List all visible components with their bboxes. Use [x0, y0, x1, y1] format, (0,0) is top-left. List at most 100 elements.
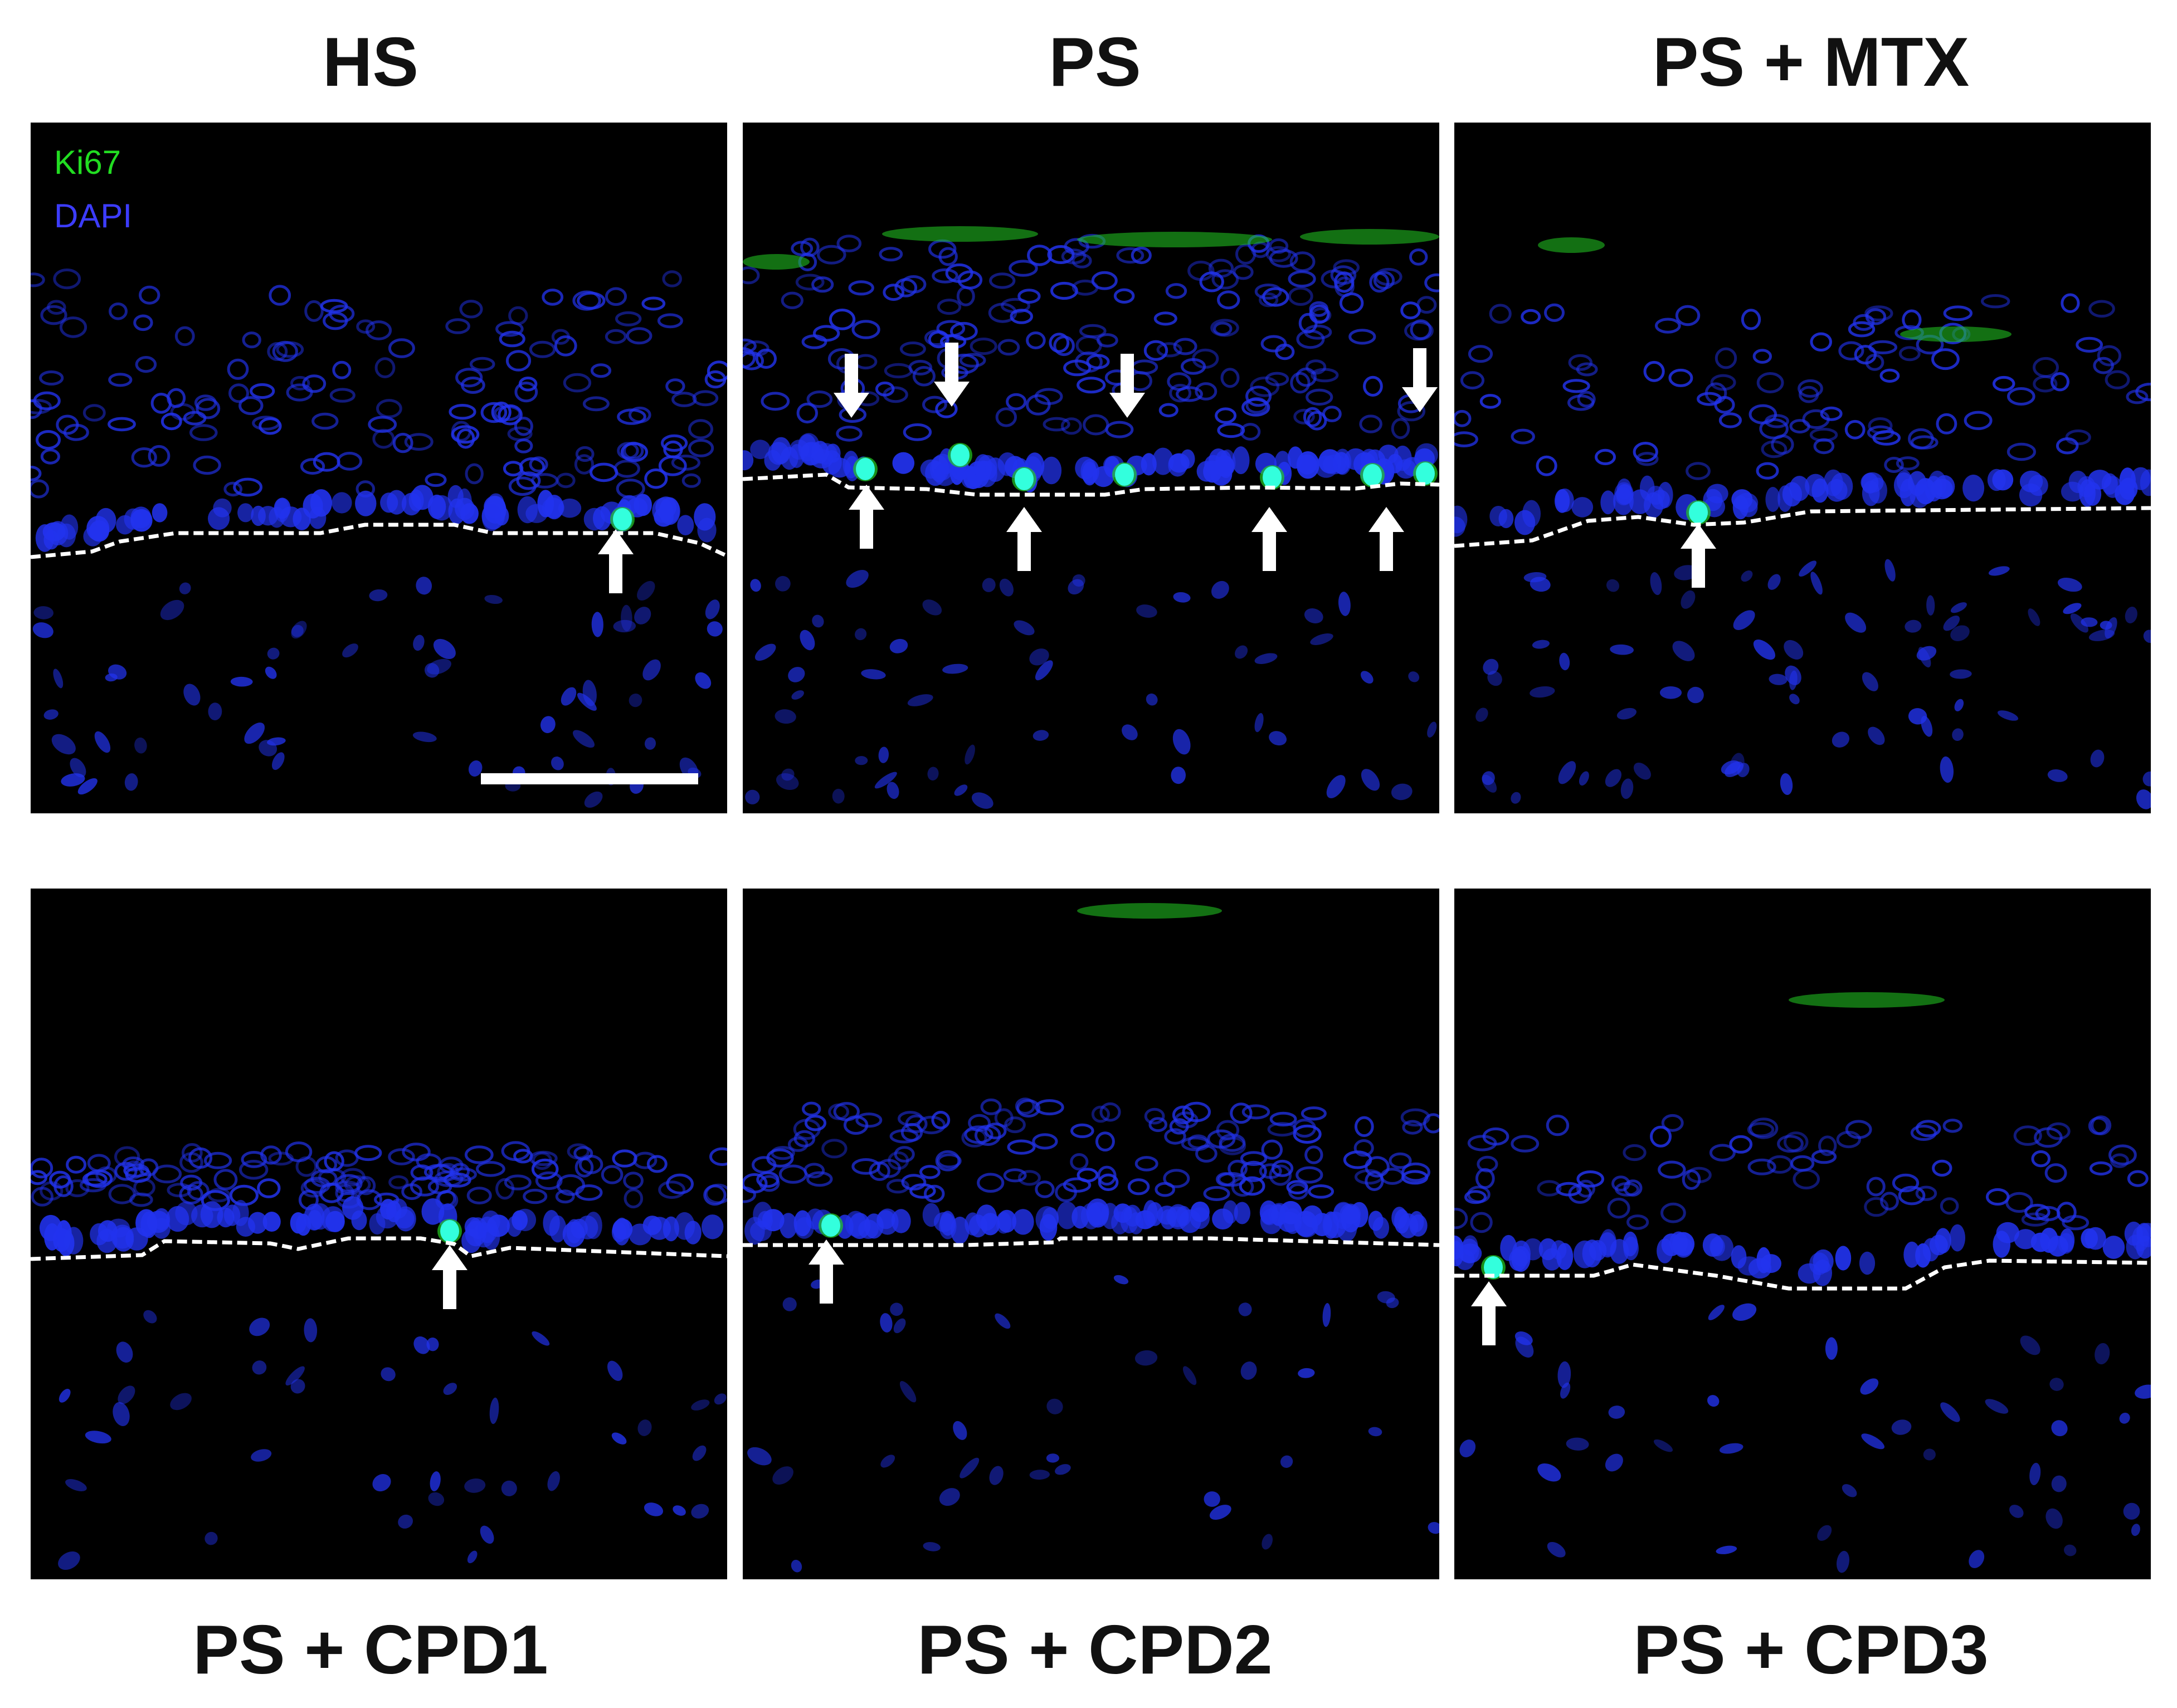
nucleus [1153, 311, 1177, 326]
nucleus [1408, 671, 1420, 682]
nucleus [932, 268, 958, 284]
nucleus [1113, 288, 1135, 304]
nucleus [1537, 1180, 1562, 1197]
nucleus [1296, 1166, 1323, 1184]
nucleus [1043, 417, 1070, 432]
nucleus [53, 1175, 74, 1197]
nucleus [32, 622, 53, 638]
nucleus [633, 1151, 658, 1169]
nucleus [124, 773, 138, 791]
nucleus [1304, 608, 1323, 624]
nucleus [806, 391, 833, 408]
nucleus [1950, 625, 1970, 641]
nucleus [416, 577, 432, 595]
nucleus [1760, 1254, 1781, 1273]
nucleus [1035, 1206, 1059, 1233]
nucleus [2033, 375, 2058, 393]
ki67-positive-nucleus [1263, 466, 1282, 489]
nucleus [495, 321, 524, 337]
nucleus [430, 1471, 441, 1492]
nucleus [2044, 1163, 2067, 1183]
nucleus [1391, 783, 1413, 801]
nucleus [2110, 1153, 2129, 1168]
nucleus [652, 497, 673, 523]
nucleus [1607, 1198, 1630, 1219]
nucleus [1521, 309, 1541, 325]
nucleus [1077, 377, 1106, 394]
nucleus [1314, 455, 1338, 478]
nucleus [1288, 1183, 1308, 1200]
nucleus [1017, 289, 1041, 304]
nucleus [152, 503, 168, 523]
nucleus [1182, 1366, 1197, 1385]
nucleus [300, 458, 325, 475]
nucleus [1902, 309, 1922, 330]
nucleus [1789, 419, 1810, 434]
nucleus [1576, 1170, 1604, 1188]
nucleus [1181, 358, 1206, 375]
nucleus [714, 1393, 727, 1405]
nucleus [279, 506, 302, 528]
nucleus [646, 1155, 668, 1173]
nucleus [836, 235, 862, 252]
arrow-up-icon [1368, 507, 1404, 571]
nucleus [70, 758, 86, 778]
nucleus [692, 390, 719, 407]
nucleus [2095, 1343, 2110, 1365]
nucleus [2136, 789, 2151, 809]
nucleus [1415, 443, 1438, 466]
nucleus [265, 666, 277, 679]
nucleus [313, 452, 340, 472]
nucleus [1799, 560, 1817, 577]
nucleus [933, 463, 957, 486]
nucleus [1216, 1120, 1240, 1141]
nucleus [1333, 448, 1352, 475]
nucleus [750, 579, 761, 592]
nucleus [1464, 1190, 1487, 1204]
nucleus [238, 396, 264, 416]
nucleus [775, 575, 791, 592]
nucleus [623, 1172, 644, 1190]
nucleus [1900, 479, 1916, 506]
nucleus [1245, 385, 1272, 407]
nucleus [374, 357, 396, 379]
nucleus [791, 241, 814, 256]
arrow-up-icon [598, 529, 634, 593]
nucleus [1697, 392, 1722, 406]
nucleus [843, 1115, 869, 1135]
nucleus [1035, 1180, 1055, 1198]
nucleus [1167, 372, 1192, 391]
nucleus [1006, 393, 1027, 411]
nucleus [766, 1148, 794, 1168]
nucleus [413, 635, 425, 651]
nucleus [1460, 371, 1485, 390]
nucleus [558, 498, 582, 518]
nucleus [443, 1383, 457, 1395]
basement-membrane-line [1454, 1258, 2151, 1291]
nucleus [1250, 376, 1280, 397]
nucleus [461, 377, 485, 394]
basement-membrane-line [743, 1236, 1439, 1247]
nucleus [1293, 408, 1315, 424]
nucleus [59, 1388, 71, 1403]
nucleus [1832, 731, 1849, 748]
nucleus [1254, 713, 1264, 733]
nucleus [372, 1474, 391, 1492]
nucleus [2123, 1502, 2140, 1520]
nucleus [1686, 462, 1711, 480]
nucleus [228, 383, 249, 403]
nucleus [1395, 459, 1416, 479]
nucleus [812, 614, 824, 628]
nucleus [1070, 1123, 1094, 1138]
nucleus [964, 1125, 993, 1144]
nucleus [1681, 590, 1696, 609]
nucleus [2101, 473, 2118, 495]
nucleus [39, 370, 64, 385]
nucleus [800, 629, 815, 651]
nucleus [1896, 456, 1920, 471]
nucleus [781, 291, 804, 309]
nucleus [523, 1188, 548, 1204]
ki67-signal [1077, 903, 1222, 919]
nucleus [1582, 1239, 1602, 1268]
nucleus [1056, 1201, 1078, 1229]
